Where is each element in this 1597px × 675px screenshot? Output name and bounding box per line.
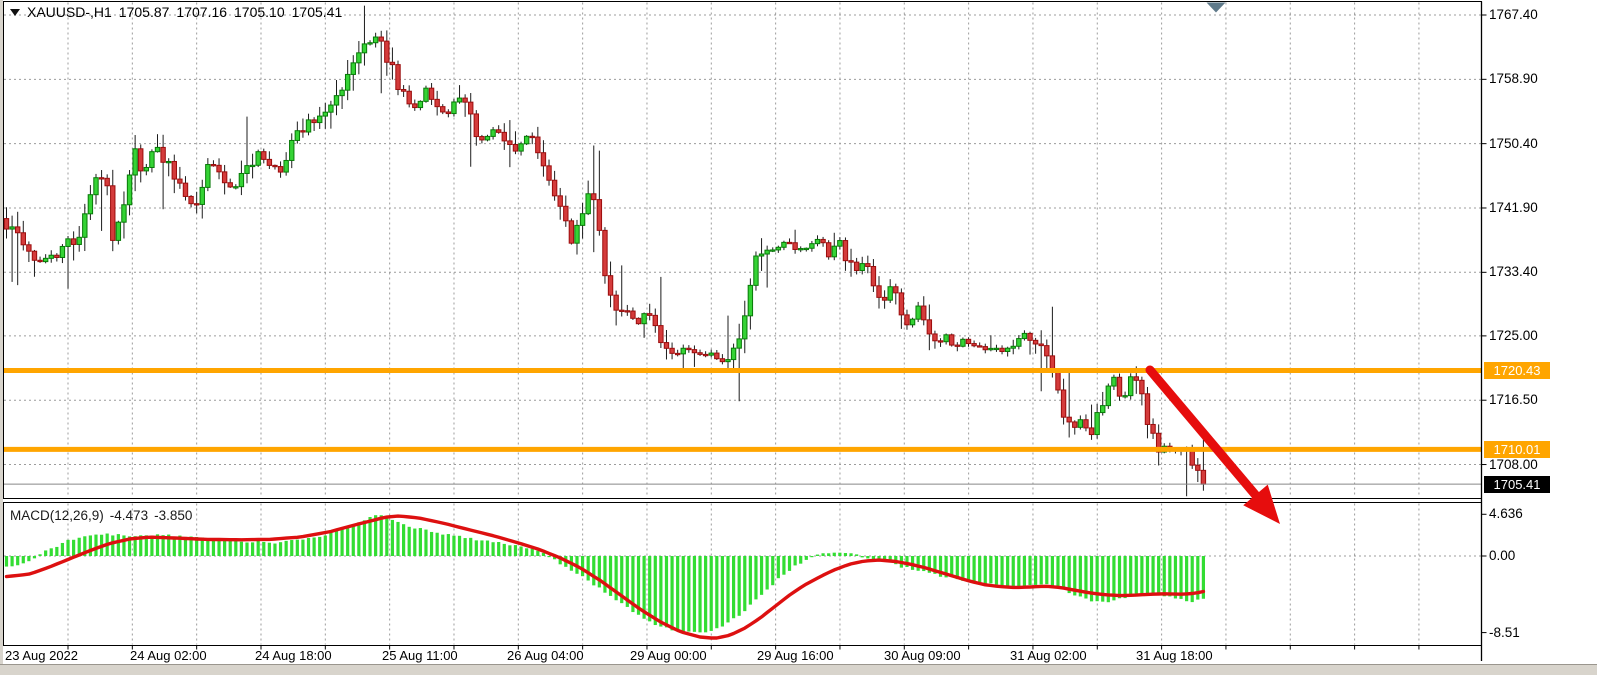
macd-axis-label: 0.00 (1489, 548, 1516, 563)
bid-price-badge: 1705.41 (1484, 475, 1550, 493)
time-axis-label: 24 Aug 02:00 (130, 648, 207, 663)
axis-ticks (67, 14, 1487, 650)
time-axis-label: 25 Aug 11:00 (382, 648, 458, 663)
support-price-badge: 1710.01 (1484, 440, 1550, 458)
macd-name: MACD(12,26,9) (10, 508, 104, 523)
time-axis-label: 31 Aug 02:00 (1010, 648, 1087, 663)
macd-indicator-label: MACD(12,26,9) -4.473 -3.850 (10, 508, 192, 523)
price-axis-label: 1767.40 (1489, 7, 1538, 22)
price-axis-label: 1708.00 (1489, 456, 1538, 472)
time-axis-label: 31 Aug 18:00 (1136, 648, 1213, 663)
time-axis-label: 26 Aug 04:00 (507, 648, 584, 663)
macd-histogram (4, 515, 1206, 633)
symbol-period-label: XAUUSD-,H1 (27, 4, 112, 20)
time-axis-label: 30 Aug 09:00 (884, 648, 961, 663)
price-axis-label: 1733.40 (1489, 264, 1538, 280)
main-panel[interactable] (3, 1, 1482, 499)
time-axis-label: 24 Aug 18:00 (255, 648, 332, 663)
resistance-price-badge: 1720.43 (1484, 361, 1550, 379)
macd-main-value: -4.473 (109, 508, 149, 523)
macd-signal-value: -3.850 (154, 508, 193, 523)
chart-title: XAUUSD-,H1 1705.87 1707.16 1705.10 1705.… (10, 4, 342, 20)
price-axis-label: 1716.50 (1489, 392, 1538, 408)
price-axis-label: 1750.40 (1489, 135, 1538, 151)
time-axis-label: 29 Aug 16:00 (757, 648, 834, 663)
chart-dropdown-icon[interactable] (10, 8, 20, 16)
trend-arrow-head[interactable] (1243, 484, 1280, 524)
price-axis-label: 1725.00 (1489, 327, 1538, 343)
price-axis-label: 1741.90 (1489, 199, 1538, 215)
price-axis-label: 1758.90 (1489, 71, 1538, 87)
ohlc-low: 1705.10 (234, 4, 285, 20)
window-left-frame (0, 0, 3, 675)
macd-panel[interactable] (3, 502, 1482, 646)
ohlc-close: 1705.41 (291, 4, 343, 20)
candlestick-series (3, 36, 1207, 485)
time-axis-label: 23 Aug 2022 (5, 648, 79, 663)
chart-shift-marker-icon[interactable] (1206, 2, 1226, 13)
macd-axis-label: -8.51 (1489, 624, 1520, 640)
macd-signal-line (4, 514, 1206, 640)
time-axis-label: 29 Aug 00:00 (630, 648, 707, 663)
macd-axis-label: 4.636 (1489, 506, 1523, 522)
trend-arrow-shaft[interactable] (1145, 365, 1264, 505)
ohlc-high: 1707.16 (176, 4, 228, 20)
window-bottom-frame (0, 664, 1597, 675)
ohlc-open: 1705.87 (118, 4, 170, 20)
